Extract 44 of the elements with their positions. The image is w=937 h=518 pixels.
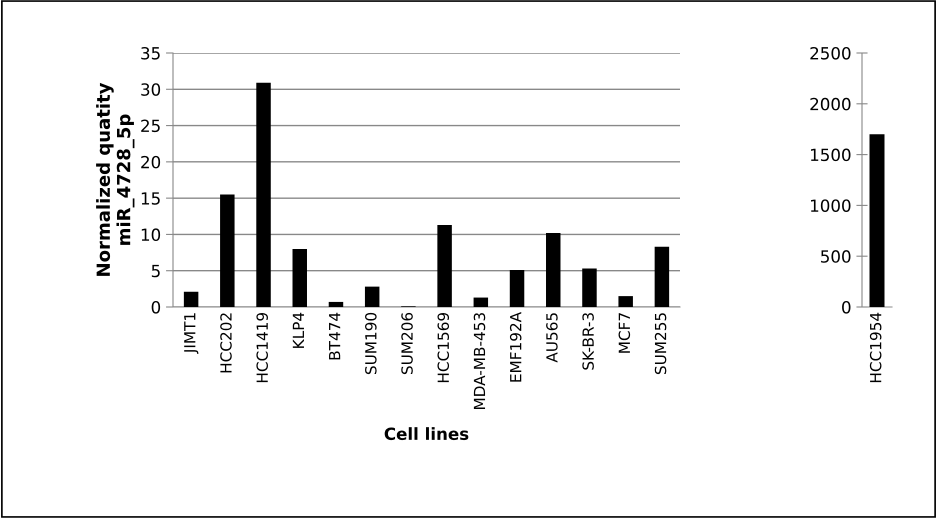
x-tick-label: BT474 (329, 312, 340, 360)
x-tick-label: MCF7 (618, 313, 630, 353)
x-tick-label: SK-BR-3 (582, 313, 594, 370)
x-tick-label: EMF192A (510, 312, 522, 382)
y-tick-label: 0 (152, 300, 160, 314)
bar (546, 232, 560, 307)
x-tick-label: KLP4 (292, 312, 304, 348)
y-tick-label: 5 (152, 264, 160, 278)
y-tick-label: 30 (141, 83, 160, 96)
y-tick-label: 15 (142, 192, 160, 205)
x-tick-label: MDA-MB-453 (474, 313, 486, 409)
bar (618, 296, 633, 307)
x-tick-label: HCC202 (220, 313, 232, 372)
y-tick-label: 1500 (810, 148, 850, 162)
x-tick-label: SUM206 (401, 312, 413, 374)
x-tick-label: HCC1569 (437, 312, 450, 382)
y-tick-label: 10 (142, 228, 160, 241)
bar (654, 246, 670, 307)
y-tick-label: 20 (141, 156, 160, 168)
bar (437, 224, 452, 307)
bar (364, 286, 380, 307)
x-tick-label: JIMT1 (184, 313, 198, 354)
x-tick-label: AU565 (546, 313, 558, 363)
y-tick-label: 500 (821, 250, 850, 263)
bar (256, 82, 271, 307)
y-axis-title: Normalized quatity miR_4728_5p (96, 82, 134, 276)
y-tick-label: 35 (141, 46, 160, 60)
x-axis-title: Cell lines (384, 427, 468, 440)
x-tick-label: SUM190 (365, 312, 377, 374)
x-tick-label: HCC1419 (256, 312, 268, 382)
x-tick-label: SUM255 (654, 313, 666, 374)
y-tick-label: 2000 (810, 98, 850, 110)
bar (474, 298, 488, 307)
bar (328, 302, 344, 307)
y-tick-label: 25 (141, 120, 160, 132)
x-tick-label: HCC1954 (870, 312, 882, 382)
bar (510, 270, 524, 307)
bar (184, 292, 198, 307)
y-tick-label: 2500 (810, 46, 850, 60)
bar (220, 194, 235, 307)
bar (582, 268, 597, 307)
y-tick-label: 0 (842, 300, 850, 314)
bar (292, 248, 307, 307)
y-tick-label: 1000 (810, 199, 850, 212)
